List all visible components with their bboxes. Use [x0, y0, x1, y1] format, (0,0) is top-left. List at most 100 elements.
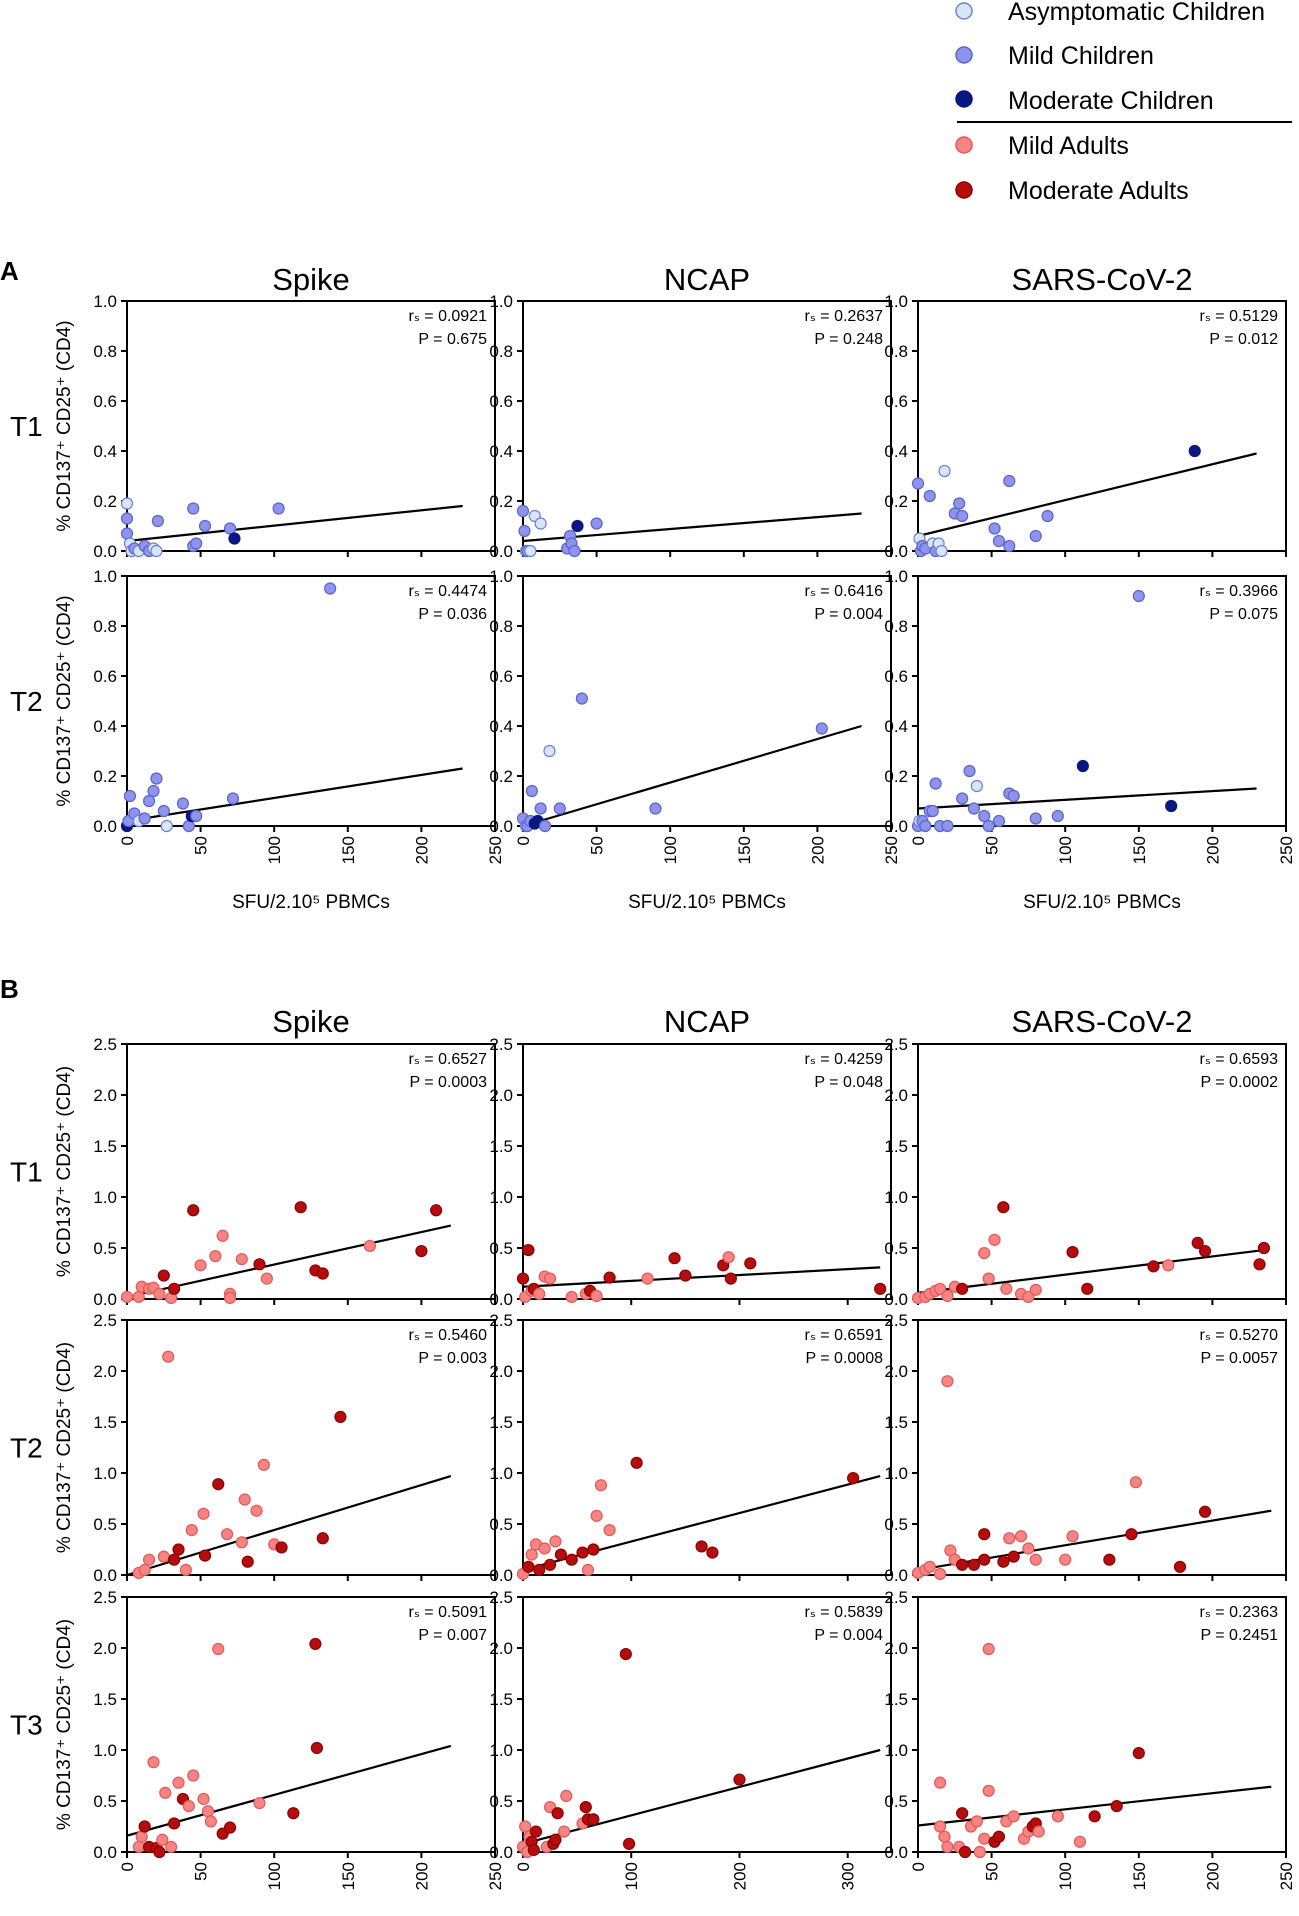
- data-point-moderate-adults: [168, 1282, 181, 1295]
- regression-line: [126, 1744, 452, 1837]
- data-point-mild-children: [151, 514, 165, 528]
- x-tick-label: 150: [339, 836, 358, 864]
- data-point-asymptomatic-children: [150, 544, 163, 558]
- y-tick-label: 2.0: [489, 1639, 513, 1658]
- data-point-mild-adults: [201, 1805, 215, 1818]
- data-point-mild-children: [929, 777, 942, 790]
- data-point-moderate-adults: [1125, 1528, 1138, 1541]
- section-b: Spike NCAP SARS-CoV-2 T1 % CD137⁺ CD25⁺ (CD4…: [10, 1004, 1296, 1890]
- data-point-mild-adults: [1029, 1553, 1042, 1566]
- stat-rs: rₛ = 0.6593: [1200, 1051, 1279, 1068]
- stat-rs: rₛ = 0.3966: [1200, 583, 1279, 600]
- y-tick-label: 1.5: [884, 1413, 908, 1432]
- data-point-mild-adults: [549, 1535, 562, 1548]
- y-tick-label: 0.2: [884, 492, 908, 511]
- data-point-mild-children: [138, 812, 151, 825]
- data-point-mild-adults: [538, 1542, 551, 1555]
- data-point-mild-adults: [187, 1769, 200, 1782]
- data-point-mild-adults: [533, 1287, 546, 1301]
- data-point-mild-children: [1003, 474, 1016, 488]
- row-b-t2: T2 % CD137⁺ CD25⁺ (CD4) 0.0 0.5 1.0 1.5 2.0 2.5…: [10, 1311, 1287, 1585]
- y-tick-label: 0.0: [884, 1290, 908, 1309]
- data-point-moderate-adults: [587, 1543, 600, 1556]
- stat-p: P = 0.012: [1209, 331, 1278, 348]
- data-point-mild-children: [953, 497, 966, 510]
- data-point-moderate-adults: [679, 1269, 692, 1282]
- data-point-mild-adults: [223, 1291, 237, 1305]
- stat-p: P = 0.0008: [805, 1350, 883, 1367]
- stat-rs: rₛ = 0.4259: [805, 1051, 884, 1068]
- legend-item-moderate-children: Moderate Children: [955, 87, 1214, 115]
- data-point-mild-adults: [185, 1524, 198, 1537]
- data-point-mild-children: [142, 794, 156, 808]
- data-point-mild-adults: [590, 1289, 603, 1303]
- plot-frame: [522, 1596, 892, 1853]
- stat-rs: rₛ = 0.6527: [409, 1051, 488, 1068]
- data-point-mild-adults: [1162, 1259, 1175, 1272]
- data-point-moderate-adults: [430, 1204, 443, 1217]
- regression-line: [522, 1266, 881, 1288]
- data-point-moderate-children: [228, 532, 241, 545]
- data-point-mild-children: [1029, 812, 1042, 825]
- data-point-mild-adults: [153, 1287, 166, 1301]
- data-point-mild-adults: [257, 1458, 270, 1471]
- data-point-mild-adults: [1129, 1476, 1142, 1489]
- data-point-moderate-adults: [579, 1801, 592, 1814]
- data-point-asymptomatic-children: [970, 779, 983, 793]
- data-point-mild-children: [911, 477, 925, 490]
- data-point-mild-adults: [260, 1272, 273, 1285]
- data-point-moderate-adults: [153, 1845, 166, 1859]
- y-tick-label: 0.4: [489, 717, 513, 736]
- y-tick-label: 0.0: [93, 542, 117, 561]
- y-tick-label: 0.0: [489, 1566, 513, 1585]
- x-tick-label: 200: [412, 1862, 431, 1890]
- data-point-mild-children: [967, 802, 981, 815]
- plot-frame: [522, 1319, 892, 1576]
- data-point-mild-children: [926, 804, 939, 818]
- data-point-moderate-adults: [967, 1558, 981, 1571]
- data-point-moderate-children: [571, 519, 584, 533]
- data-point-mild-children: [324, 582, 337, 595]
- panel-b-t2-sars-cov-2: 0.0 0.5 1.0 1.5 2.0 2.5 rₛ = 0.5270 P = 0.0057: [884, 1311, 1287, 1585]
- data-point-mild-adults: [1000, 1282, 1013, 1295]
- data-point-mild-children: [978, 809, 991, 823]
- data-point-mild-children: [150, 772, 163, 785]
- legend: Asymptomatic Children Mild Children Mode…: [955, 0, 1292, 205]
- data-point-mild-adults: [235, 1536, 248, 1549]
- y-tick-label: 2.5: [489, 1035, 513, 1054]
- panel-b-t1-spike: 0.0 0.5 1.0 1.5 2.0 2.5 rₛ = 0.6527 P = 0.0003: [93, 1035, 496, 1309]
- y-tick-label: 0.0: [93, 817, 117, 836]
- y-tick-label: 0.5: [93, 1515, 117, 1534]
- data-point-mild-adults: [132, 1840, 145, 1854]
- data-point-mild-adults: [978, 1246, 991, 1260]
- data-point-moderate-adults: [415, 1244, 428, 1258]
- x-tick-label: 250: [1277, 1862, 1296, 1890]
- data-point-mild-children: [516, 504, 530, 518]
- plot-frame: [917, 300, 1287, 552]
- y-tick-label: 0.2: [489, 767, 513, 786]
- data-point-mild-adults: [933, 1820, 947, 1833]
- data-point-mild-adults: [525, 1548, 538, 1561]
- data-point-asymptomatic-children: [120, 497, 134, 510]
- x-tick-label: 100: [265, 1862, 284, 1890]
- data-point-mild-children: [568, 544, 581, 558]
- panel-a-t1-sars-cov-2: 0.0 0.2 0.4 0.6 0.8 1.0 rₛ = 0.5129 P = 0.012: [884, 292, 1287, 561]
- y-tick-label: 0.8: [93, 342, 117, 361]
- x-tick-label: 50: [192, 836, 211, 855]
- data-point-mild-children: [534, 802, 547, 815]
- data-point-moderate-adults: [554, 1548, 567, 1561]
- y-tick-label: 0.0: [884, 1843, 908, 1862]
- panel-a-t1-spike: 0.0 0.2 0.4 0.6 0.8 1.0 rₛ = 0.0921 P = 0.675: [93, 292, 496, 561]
- y-tick-label: 2.5: [93, 1311, 117, 1330]
- x-tick-label: 0: [118, 836, 137, 845]
- data-point-mild-adults: [1059, 1553, 1072, 1566]
- y-tick-label: 0.5: [489, 1792, 513, 1811]
- data-point-mild-children: [123, 789, 137, 803]
- data-point-mild-children: [182, 819, 195, 833]
- legend-marker-moderate-children: [955, 90, 973, 108]
- y-tick-label: 0.5: [489, 1239, 513, 1258]
- panel-b-t3-ncap: 0.00.51.01.52.02.50100200300SFU/2.10⁵ PB…: [489, 1588, 892, 1890]
- data-point-moderate-adults: [1066, 1245, 1079, 1259]
- panel-b-t1-sars-cov-2: 0.0 0.5 1.0 1.5 2.0 2.5 rₛ = 0.6593 P = 0.0002: [884, 1035, 1287, 1309]
